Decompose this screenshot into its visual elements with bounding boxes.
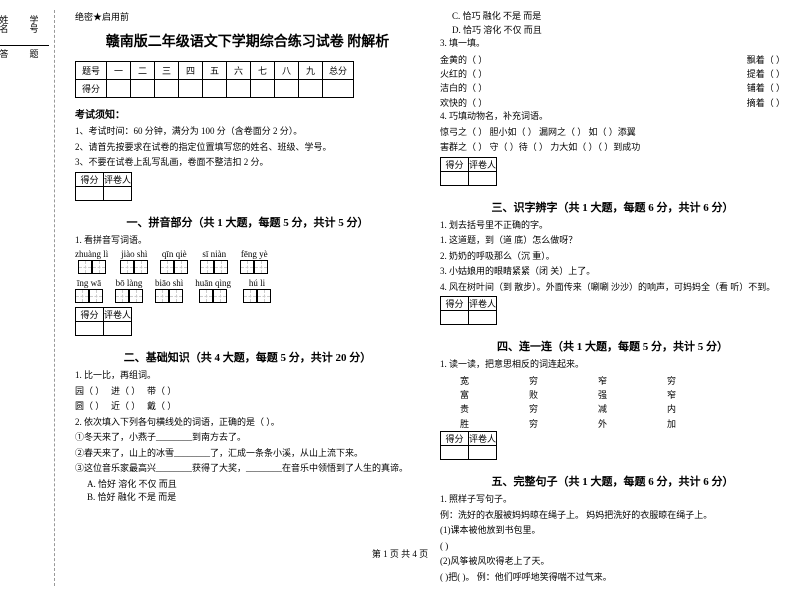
q-text: 1. 划去括号里不正确的字。 (440, 219, 785, 233)
q4-item: 惊弓之（ ） 胆小如（ ） 漏网之（ ） 如（ ）添翼 (440, 126, 785, 140)
section4-header: 四、连一连（共 1 大题，每题 5 分，共计 5 分） (440, 338, 785, 354)
pinyin-block: īng wā (75, 278, 103, 303)
td: 评卷人 (104, 308, 132, 322)
td: 评卷人 (104, 172, 132, 186)
secret-tag: 绝密★启用前 (75, 10, 420, 23)
pinyin-row: zhuàng lì jiào shì qīn qiè sī niàn fēng … (75, 249, 420, 274)
table-row: 得分 (76, 80, 354, 98)
th: 三 (155, 62, 179, 80)
pinyin-block: zhuàng lì (75, 249, 108, 274)
choice: C. 恰巧 融化 不是 而是 (452, 10, 785, 24)
table-row: 题号 一 二 三 四 五 六 七 八 九 总分 (76, 62, 354, 80)
choice: B. 恰好 融化 不是 而是 (87, 491, 420, 505)
pinyin-block: bō làng (115, 278, 143, 303)
pinyin-block: jiào shì (120, 249, 148, 274)
paper-title: 赣南版二年级语文下学期综合练习试卷 附解析 (75, 31, 420, 51)
q-text: 1. 看拼音写词语。 (75, 234, 420, 248)
q-text: 4. 巧填动物名，补充词语。 (440, 110, 785, 124)
word-pair: 胜穷外加 (460, 417, 785, 431)
th: 八 (275, 62, 299, 80)
td: 得分 (441, 157, 469, 171)
th: 总分 (323, 62, 354, 80)
q-text: 1. 比一比，再组词。 (75, 369, 420, 383)
th: 四 (179, 62, 203, 80)
pinyin-row: īng wā bō làng biāo shì huān qìng hú li (75, 278, 420, 303)
notice-item: 2、请首先按要求在试卷的指定位置填写您的姓名、班级、学号。 (75, 141, 420, 155)
section2-header: 二、基础知识（共 4 大题，每题 5 分，共计 20 分） (75, 349, 420, 365)
q-text: 2. 依次填入下列各句横线处的词语，正确的是（ ）。 (75, 416, 420, 430)
th: 六 (227, 62, 251, 80)
notice-item: 1、考试时间：60 分钟，满分为 100 分（含卷面分 2 分）。 (75, 125, 420, 139)
notice-heading: 考试须知： (75, 106, 420, 121)
choice: D. 恰巧 溶化 不仅 而且 (452, 24, 785, 38)
q2-item: ②春天来了，山上的冰雪________了，汇成一条条小溪，从山上流下来。 (75, 447, 420, 461)
q2-item: ③这位音乐家最高兴________获得了大奖，________在音乐中领悟到了人… (75, 462, 420, 476)
word-pair: 宽穷窄穷 (460, 374, 785, 388)
eval-table: 得分评卷人 (440, 431, 497, 460)
s3-item: 4. 风在树叶间（到 散步）。外面传来（唰唰 沙沙）的响声，可妈妈全（看 听）不… (440, 281, 785, 295)
th: 七 (251, 62, 275, 80)
td: 评卷人 (469, 297, 497, 311)
section5-header: 五、完整句子（共 1 大题，每题 6 分，共计 6 分） (440, 473, 785, 489)
th: 九 (299, 62, 323, 80)
pinyin-block: fēng yè (240, 249, 268, 274)
q-text: 3. 填一填。 (440, 37, 785, 51)
q2-item: ①冬天来了，小燕子________到南方去了。 (75, 431, 420, 445)
pinyin-block: sī niàn (200, 249, 228, 274)
word-pair: 贵穷减内 (460, 402, 785, 416)
fill-row: 金黄的（ ）飘着（ ） (440, 53, 785, 67)
q4-item: 害群之（ ） 守（ ）待（ ） 力大如（ ）（ ）到成功 (440, 141, 785, 155)
eval-table: 得分评卷人 (75, 172, 132, 201)
choice: A. 恰好 溶化 不仅 而且 (87, 478, 420, 492)
fill-row: 洁白的（ ）铺着（ ） (440, 81, 785, 95)
th: 五 (203, 62, 227, 80)
notice-item: 3、不要在试卷上乱写乱画，卷面不整洁扣 2 分。 (75, 156, 420, 170)
pair-row: 圆（ ） 近（ ） 戴（ ） (75, 400, 420, 414)
pinyin-block: huān qìng (195, 278, 231, 303)
pinyin-block: hú li (243, 278, 271, 303)
score-table: 题号 一 二 三 四 五 六 七 八 九 总分 得分 (75, 61, 354, 98)
s3-item: 1. 这道题，到（道 底）怎么做呀？ (440, 234, 785, 248)
left-column: 绝密★启用前 赣南版二年级语文下学期综合练习试卷 附解析 题号 一 二 三 四 … (75, 10, 420, 586)
eval-table: 得分评卷人 (440, 296, 497, 325)
sidebar-xingming: 姓名答 (0, 15, 19, 581)
th: 一 (107, 62, 131, 80)
binding-sidebar: 学号题 姓名答 班级本 内学校 线封 乡镇(街道) (15, 10, 55, 586)
s5-item: ( )把( )。 例：他们呼呼地笑得喘不过气来。 (440, 571, 785, 585)
word-pair: 富败强窄 (460, 388, 785, 402)
td: 得分 (76, 308, 104, 322)
td: 得分 (76, 80, 107, 98)
pinyin-block: qīn qiè (160, 249, 188, 274)
sidebar-xuehao: 学号题 (19, 15, 49, 581)
right-column: C. 恰巧 融化 不是 而是 D. 恰巧 溶化 不仅 而且 3. 填一填。 金黄… (440, 10, 785, 586)
page-container: 学号题 姓名答 班级本 内学校 线封 乡镇(街道) 绝密★启用前 赣南版二年级语… (0, 0, 800, 596)
th: 题号 (76, 62, 107, 80)
td: 得分 (441, 432, 469, 446)
td: 评卷人 (469, 432, 497, 446)
s3-item: 2. 奶奶的呼吸那么（沉 重）。 (440, 250, 785, 264)
td: 评卷人 (469, 157, 497, 171)
eval-table: 得分评卷人 (75, 307, 132, 336)
eval-table: 得分评卷人 (440, 157, 497, 186)
q-text: 1. 照样子写句子。 (440, 493, 785, 507)
page-footer: 第 1 页 共 4 页 (0, 547, 800, 560)
pinyin-block: biāo shì (155, 278, 183, 303)
th: 二 (131, 62, 155, 80)
td: 得分 (441, 297, 469, 311)
q-text: 1. 读一读，把意思相反的词连起来。 (440, 358, 785, 372)
s3-item: 3. 小姑娘用的眼睛紧紧（闭 关）上了。 (440, 265, 785, 279)
pair-row: 园（ ） 进（ ） 带（ ） (75, 385, 420, 399)
section1-header: 一、拼音部分（共 1 大题，每题 5 分，共计 5 分） (75, 214, 420, 230)
section3-header: 三、识字辨字（共 1 大题，每题 6 分，共计 6 分） (440, 199, 785, 215)
fill-row: 欢快的（ ）摘着（ ） (440, 96, 785, 110)
s5-item: (1)课本被他放到书包里。 (440, 524, 785, 538)
td: 得分 (76, 172, 104, 186)
fill-row: 火红的（ ）提着（ ） (440, 67, 785, 81)
s5-item: 例：洗好的衣服被妈妈晾在绳子上。 妈妈把洗好的衣服晾在绳子上。 (440, 509, 785, 523)
